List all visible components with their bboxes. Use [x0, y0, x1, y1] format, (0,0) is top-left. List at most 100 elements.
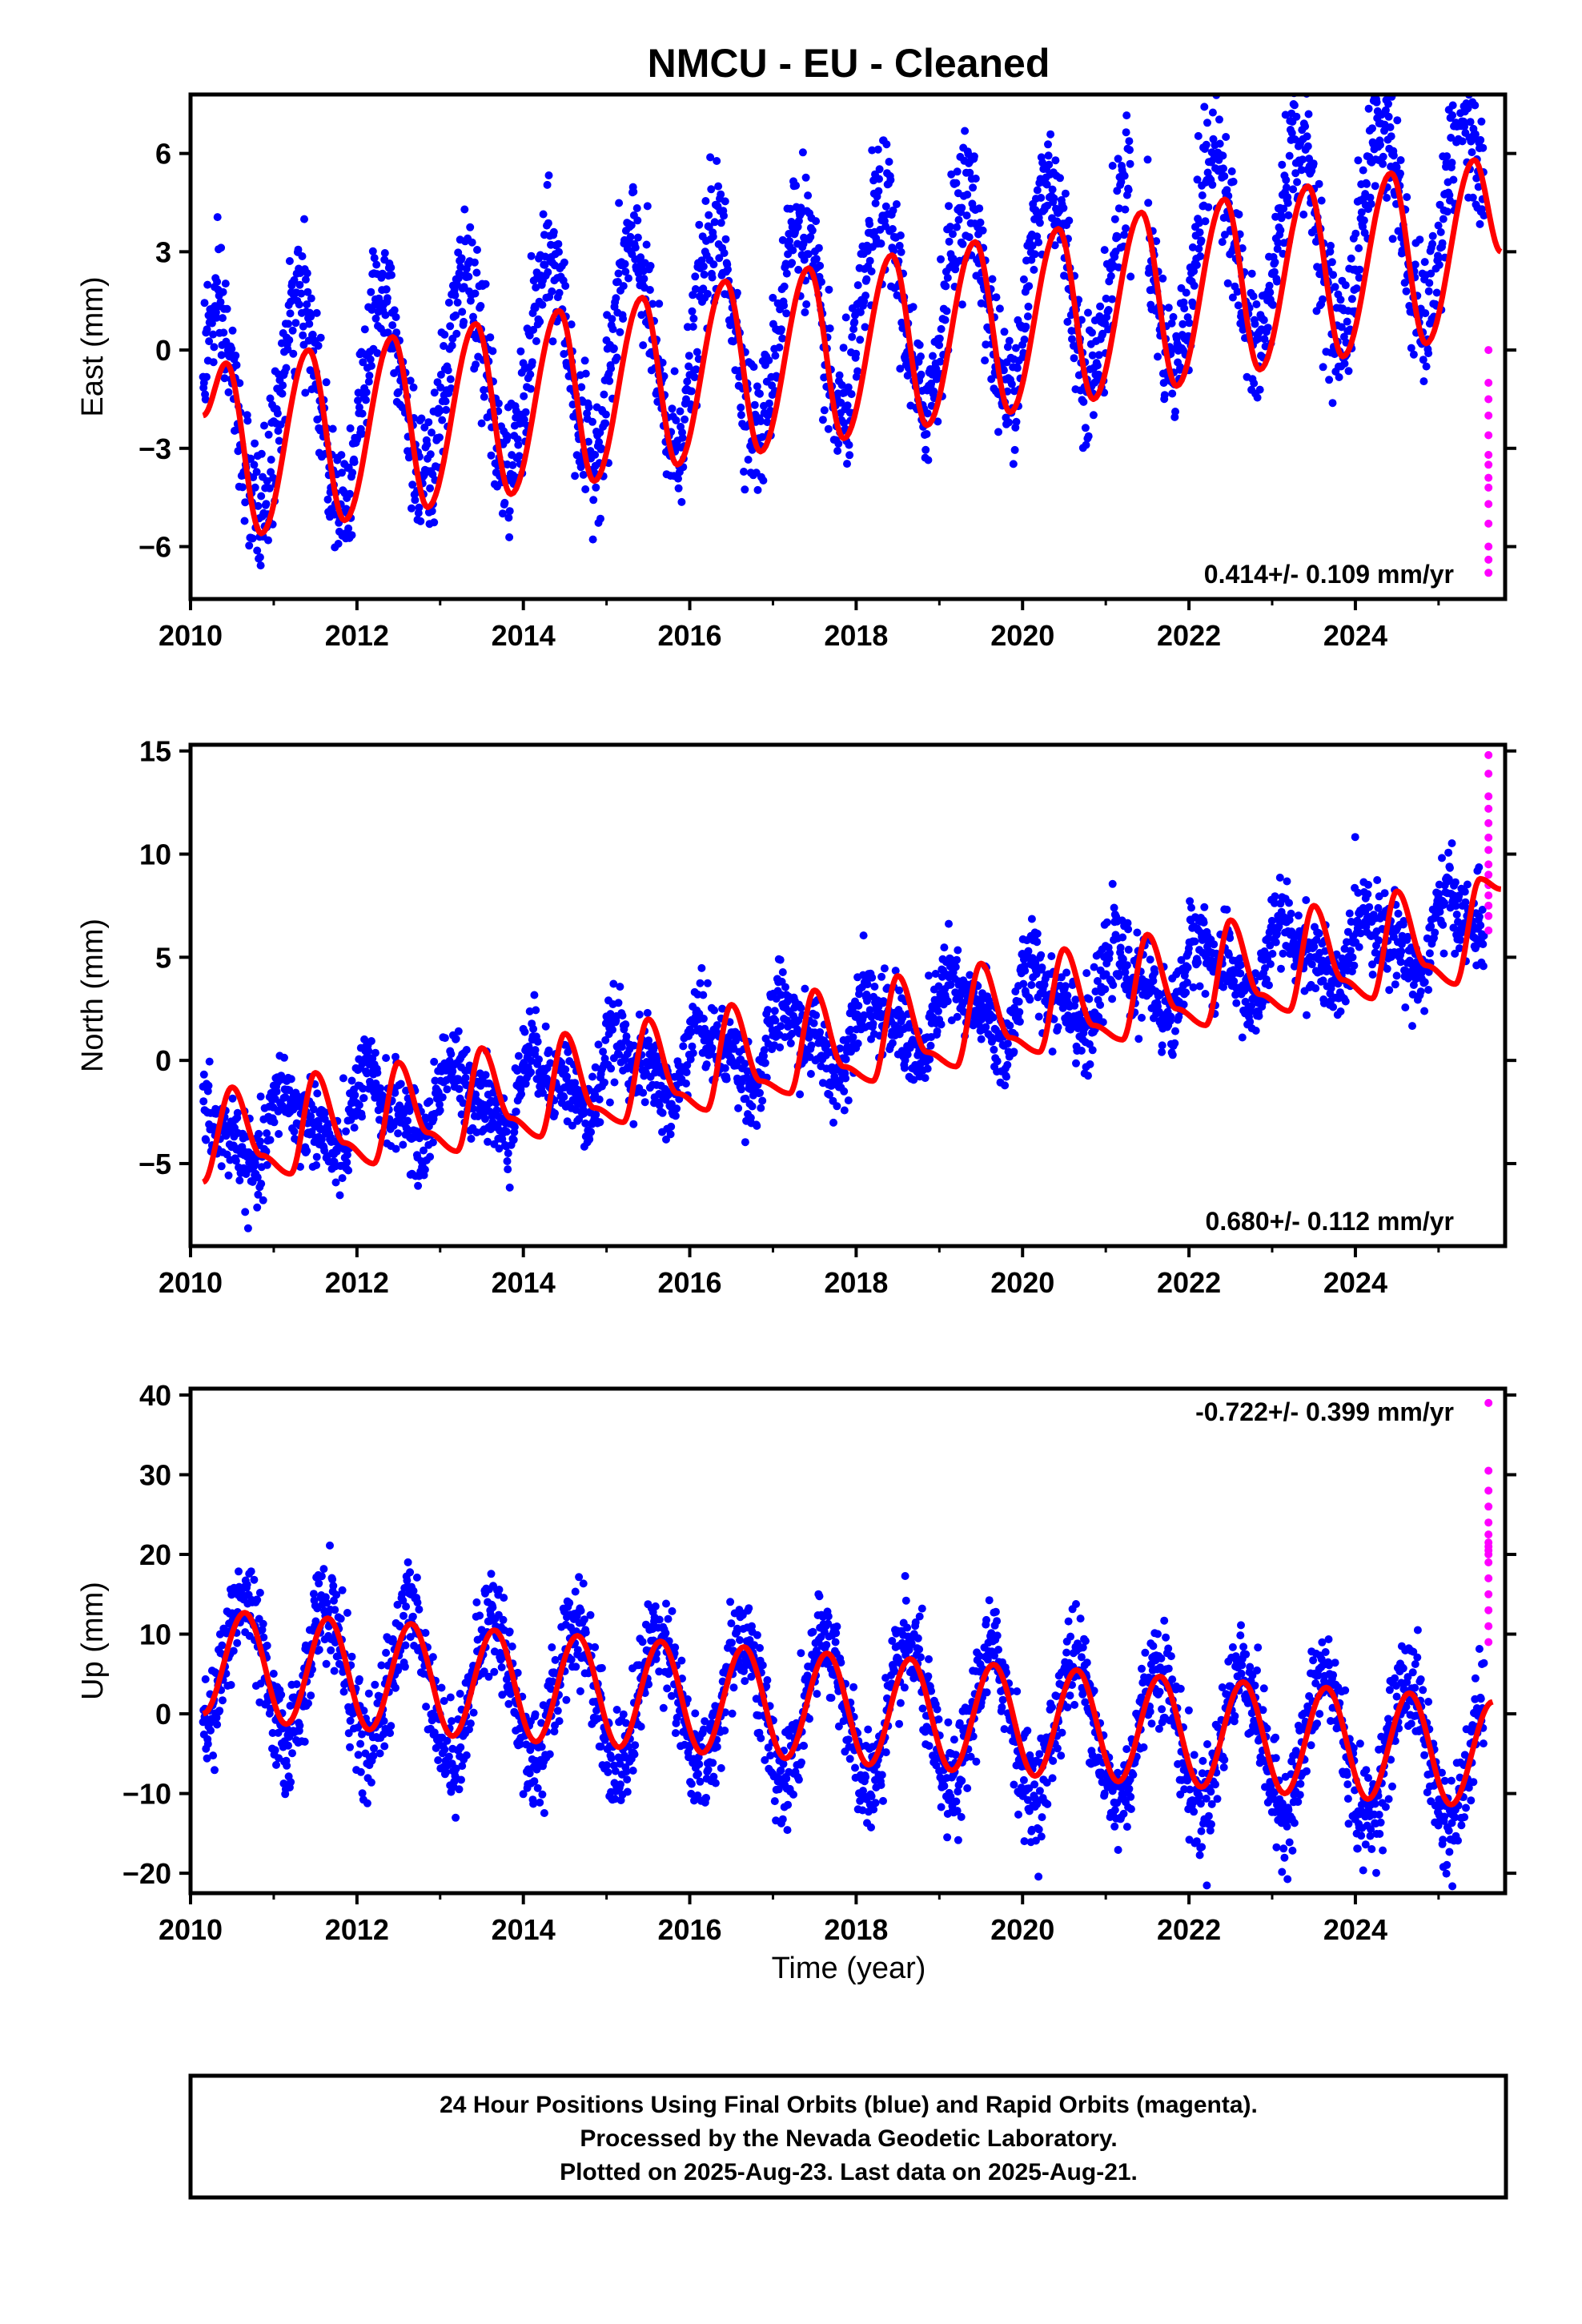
north-final-point: [841, 1055, 850, 1063]
east-final-point: [782, 309, 791, 318]
east-final-point: [223, 304, 231, 313]
north-final-point: [1200, 903, 1209, 911]
east-final-point: [1005, 418, 1014, 427]
east-final-point: [612, 353, 621, 362]
east-final-point: [994, 428, 1002, 436]
north-final-point: [1392, 971, 1401, 980]
east-final-point: [455, 269, 464, 278]
north-final-point: [600, 1054, 609, 1063]
north-final-point: [465, 1061, 474, 1070]
east-final-point: [677, 497, 686, 506]
north-final-point: [809, 1019, 818, 1027]
east-final-point: [520, 416, 528, 424]
east-final-point: [825, 285, 833, 294]
east-final-point: [1309, 159, 1318, 168]
east-final-point: [1044, 140, 1052, 149]
north-final-point: [1261, 964, 1269, 972]
east-final-point: [1468, 193, 1477, 202]
east-final-point: [406, 376, 415, 385]
north-final-point: [888, 1039, 897, 1047]
north-final-point: [1184, 944, 1193, 953]
north-final-point: [1106, 949, 1114, 958]
north-final-point: [281, 1092, 290, 1101]
north-final-point: [1061, 982, 1070, 991]
east-final-point: [360, 325, 369, 334]
north-final-point: [1138, 1013, 1146, 1022]
north-final-point: [287, 1075, 295, 1084]
east-final-point: [1355, 244, 1363, 252]
east-final-point: [1359, 216, 1368, 225]
east-final-point: [693, 348, 701, 356]
north-final-point: [616, 983, 624, 991]
east-final-point: [1270, 267, 1279, 276]
east-final-point: [1167, 319, 1176, 328]
east-final-point: [756, 389, 764, 398]
east-final-point: [780, 301, 789, 310]
east-final-point: [596, 514, 604, 523]
east-final-point: [1443, 152, 1452, 161]
east-final-point: [473, 246, 481, 254]
north-final-point: [1240, 987, 1249, 995]
north-final-point: [309, 1105, 318, 1114]
north-final-point: [776, 955, 785, 964]
east-final-point: [1366, 193, 1375, 202]
north-final-point: [945, 919, 953, 928]
east-final-point: [845, 440, 853, 449]
north-final-point: [1003, 1060, 1012, 1069]
north-final-point: [702, 1060, 711, 1069]
east-final-point: [1007, 380, 1016, 388]
north-final-point: [679, 1042, 688, 1051]
east-final-point: [231, 352, 240, 360]
east-final-point: [543, 180, 552, 189]
east-final-point: [1084, 432, 1093, 440]
north-final-point: [1354, 888, 1363, 897]
east-final-point: [853, 367, 862, 376]
east-final-point: [840, 419, 849, 428]
east-final-point: [300, 215, 308, 223]
north-final-point: [718, 1004, 727, 1013]
east-final-point: [633, 233, 642, 242]
north-final-point: [682, 1068, 691, 1076]
north-final-point: [934, 1000, 942, 1009]
east-final-point: [444, 366, 452, 375]
east-final-point: [749, 363, 758, 372]
east-final-point: [837, 398, 845, 407]
north-final-point: [673, 1104, 681, 1113]
east-final-point: [915, 340, 924, 349]
north-final-point: [243, 1224, 252, 1232]
east-final-point: [251, 439, 259, 448]
east-final-point: [362, 388, 371, 396]
north-final-point: [396, 1080, 405, 1088]
north-final-point: [635, 1010, 644, 1019]
east-final-point: [1120, 171, 1129, 180]
east-final-point: [284, 320, 292, 328]
east-final-point: [676, 407, 685, 416]
north-final-point: [1124, 925, 1133, 934]
east-final-point: [735, 372, 744, 381]
north-final-point: [879, 997, 888, 1006]
east-final-point: [367, 361, 375, 370]
east-final-point: [1030, 250, 1039, 259]
north-final-point: [1098, 1018, 1107, 1027]
east-final-point: [935, 334, 944, 343]
east-final-point: [689, 314, 698, 323]
north-final-point: [1350, 961, 1359, 970]
east-final-point: [348, 468, 357, 477]
east-final-point: [1126, 146, 1134, 155]
north-final-point: [266, 1136, 275, 1144]
east-final-point: [457, 254, 466, 263]
east-final-point: [627, 221, 636, 230]
east-final-point: [1421, 309, 1430, 318]
east-final-point: [595, 438, 604, 446]
east-final-point: [1108, 295, 1117, 304]
east-final-point: [452, 329, 461, 338]
east-final-point: [1229, 177, 1238, 186]
east-final-point: [837, 380, 846, 389]
east-final-point: [1233, 287, 1242, 296]
north-final-point: [595, 1095, 604, 1104]
east-final-point: [460, 205, 469, 214]
east-final-point: [1297, 166, 1306, 175]
north-final-point: [721, 1063, 729, 1072]
north-final-point: [512, 1108, 520, 1116]
east-final-point: [898, 324, 907, 332]
